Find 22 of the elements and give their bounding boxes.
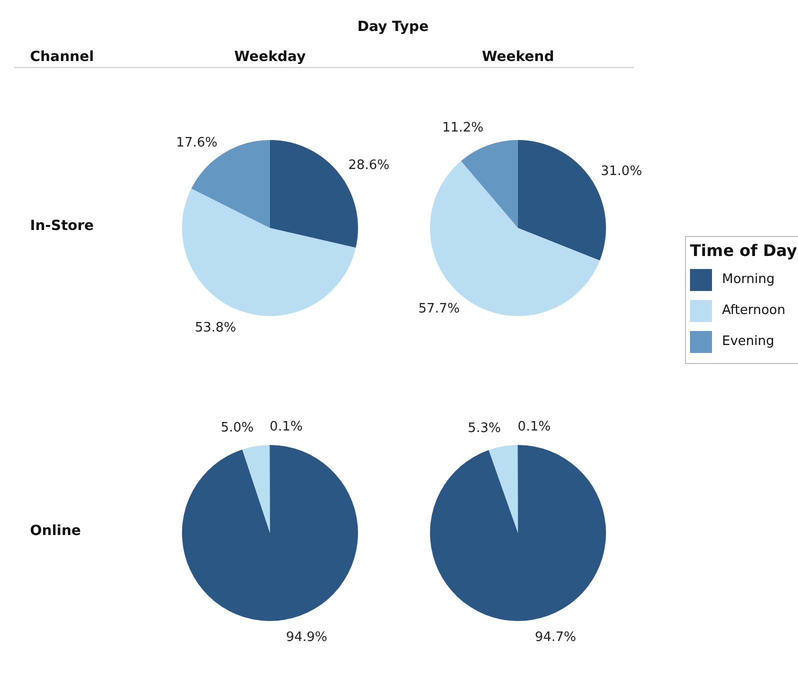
legend-label: Evening <box>722 334 774 349</box>
data-label: 57.7% <box>418 302 460 317</box>
data-label: 28.6% <box>348 158 390 174</box>
data-label: 94.9% <box>286 630 328 646</box>
chart-title: Weekday <box>233 49 307 65</box>
chart-title: Weekend <box>480 49 556 65</box>
data-label: 5.3% <box>468 420 501 436</box>
legend-label: Morning <box>722 272 775 287</box>
text: Channel <box>30 49 94 65</box>
data-label: 53.8% <box>194 320 236 336</box>
legend-label: Afternoon <box>722 303 786 318</box>
text: In-Store <box>30 218 94 234</box>
data-label: 0.1% <box>270 419 303 434</box>
data-label: 17.6% <box>176 135 218 150</box>
data-label: 5.0% <box>220 420 254 436</box>
data-label: 31.0% <box>600 164 642 180</box>
text: Online <box>30 523 81 539</box>
data-label: 0.1% <box>518 419 551 434</box>
data-label: 94.7% <box>534 630 576 645</box>
data-label: 11.2% <box>442 120 484 136</box>
text: Day Type <box>356 19 430 35</box>
legend-title: Time of Day <box>690 241 798 260</box>
